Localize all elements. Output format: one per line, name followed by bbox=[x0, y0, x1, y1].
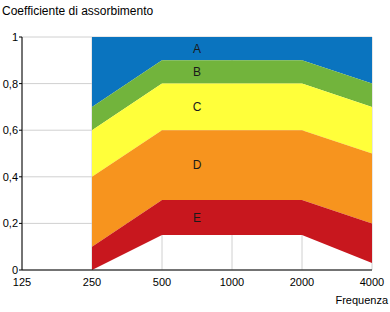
title: Coefficiente di assorbimento bbox=[2, 4, 154, 18]
y-tick-label: 0,2 bbox=[3, 217, 18, 229]
grid-line bbox=[22, 37, 23, 270]
y-tick bbox=[19, 176, 22, 177]
chart: AB C D E 0 0,2 0,4 0,6 0,8 1 125 250 500 1000 2000 4000… bbox=[0, 0, 390, 312]
band-label: C bbox=[193, 100, 202, 114]
band-label: D bbox=[193, 158, 202, 172]
band-label: E bbox=[193, 211, 201, 225]
x-tick-label: 4000 bbox=[360, 276, 384, 288]
band-area bbox=[92, 200, 372, 270]
x-axis bbox=[22, 270, 372, 271]
x-tick-label: 250 bbox=[83, 276, 101, 288]
y-tick-label: 0,4 bbox=[3, 171, 18, 183]
band-label: A bbox=[193, 42, 201, 56]
x-tick-label: 125 bbox=[13, 276, 31, 288]
x-tick-label: 2000 bbox=[290, 276, 314, 288]
y-axis bbox=[22, 37, 23, 270]
y-tick bbox=[19, 83, 22, 84]
y-tick-label: 0,6 bbox=[3, 124, 18, 136]
grid-line bbox=[22, 270, 372, 271]
x-tick-label: 1000 bbox=[220, 276, 244, 288]
y-tick bbox=[19, 130, 22, 131]
plot-area bbox=[92, 37, 372, 270]
y-tick bbox=[19, 37, 22, 38]
y-tick-label: 0 bbox=[12, 264, 18, 276]
x-tick-label: 500 bbox=[153, 276, 171, 288]
y-tick-label: 1 bbox=[12, 31, 18, 43]
y-tick bbox=[19, 223, 22, 224]
y-tick-label: 0,8 bbox=[3, 78, 18, 90]
y-tick bbox=[19, 270, 22, 271]
x-axis-label: Frequenza bbox=[335, 294, 388, 306]
band-label: B bbox=[193, 65, 201, 79]
